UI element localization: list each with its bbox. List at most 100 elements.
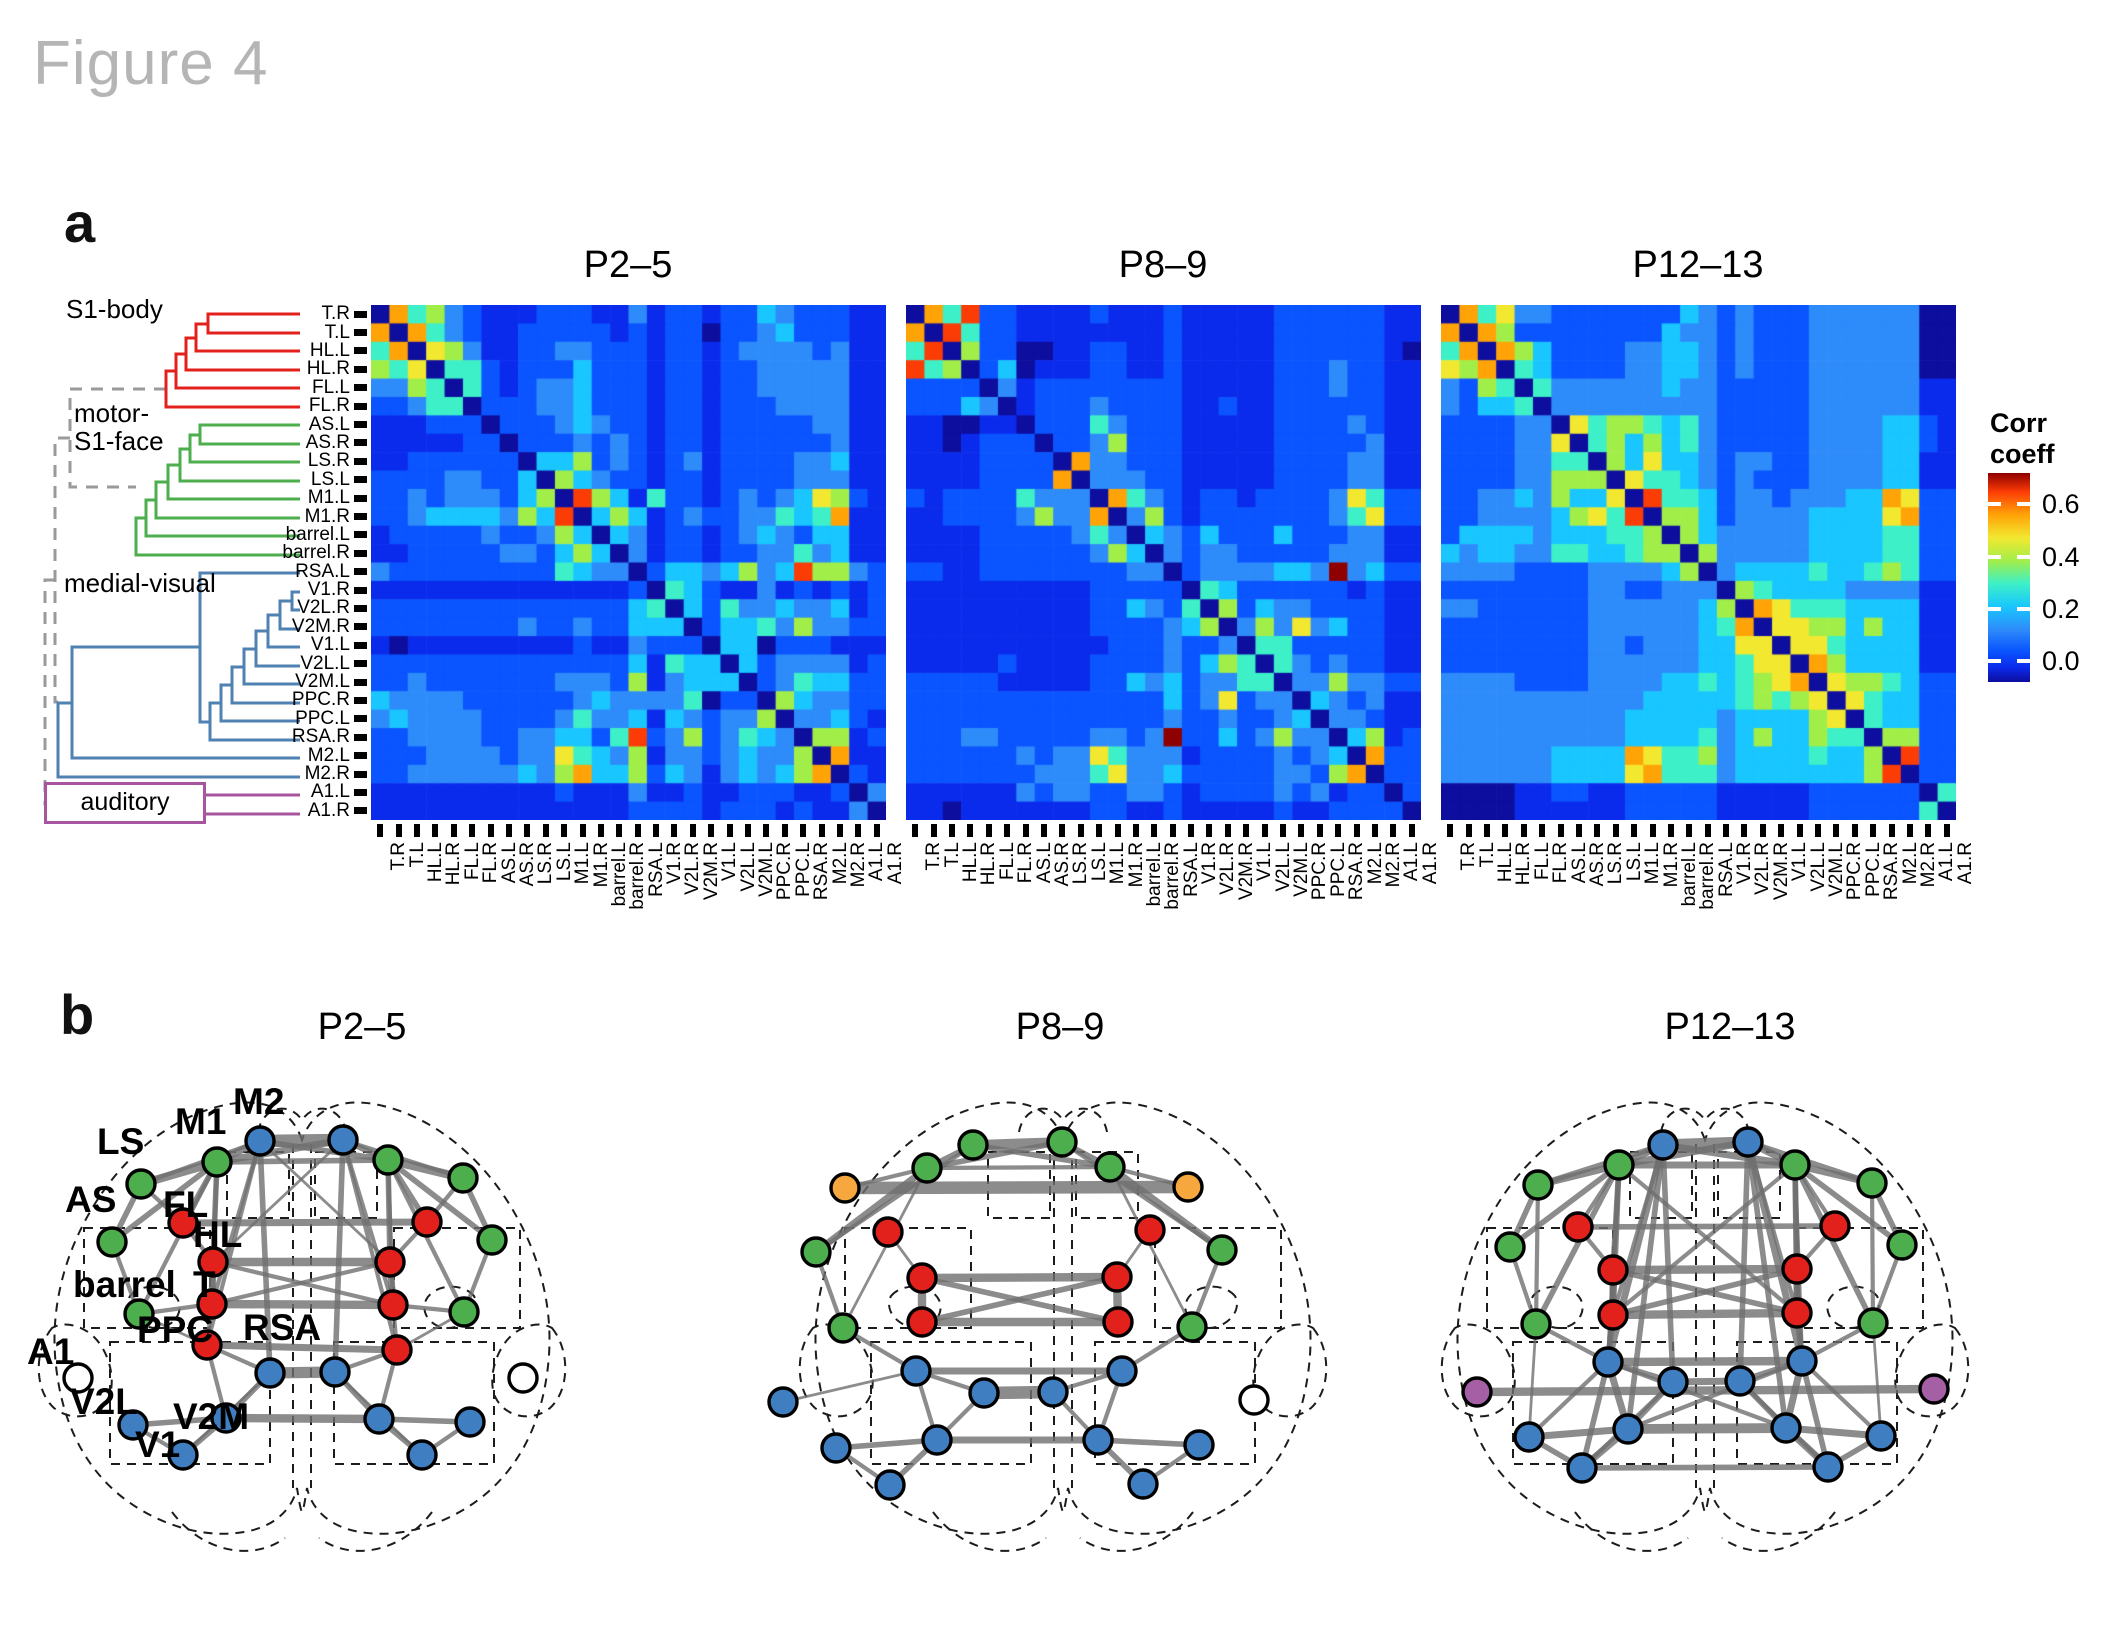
row-label-LS.L: LS.L [310,468,350,490]
col-tick [377,824,384,837]
edge-PPC.L-PPC.R [203,1341,401,1354]
col-label-HL.R: HL.R [1513,842,1535,886]
node-RSA.R [1724,1365,1756,1397]
node-FL.L [872,1216,904,1248]
row-label-M1.R: M1.R [304,505,350,527]
edge-M2.R-HL.L [211,1138,345,1264]
node-barrel.R [1176,1311,1208,1343]
edge-barrel.L-LS.L [1533,1182,1541,1327]
col-label-LS.L: LS.L [1088,842,1110,882]
col-label-V2L.L: V2L.L [1807,842,1829,892]
edge-M1.R-M2.L [970,1142,1113,1170]
row-label-PPC.L: PPC.L [295,707,350,729]
edge-V2L.L-V2M.L [833,1437,940,1451]
heatmap-p8-9 [906,305,1421,820]
col-label-barrel.R: barrel.R [1697,842,1719,910]
node-V2M.R [1082,1424,1114,1456]
node-FL.R [411,1206,443,1238]
col-tick [1316,824,1323,837]
edge-A1.L-A1.R [1472,1384,1939,1397]
node-HL.L [906,1262,938,1294]
edge-LS.L-M2.L [1535,1142,1666,1188]
col-tick [1004,824,1011,837]
col-tick [1483,824,1490,837]
col-label-V2L.L: V2L.L [737,842,759,892]
cluster-label-auditory: auditory [44,782,206,824]
col-tick [818,824,825,837]
col-tick [1557,824,1564,837]
col-tick [837,824,844,837]
node-RSA.L [1657,1366,1689,1398]
col-tick [469,824,476,837]
col-tick [1741,824,1748,837]
edge-M1.R-M2.L [257,1138,391,1163]
node-V2L.L [117,1409,149,1441]
edge-PPC.L-V2M.R [1605,1359,1789,1431]
node-V1.R [1127,1468,1159,1500]
row-tick [354,439,367,447]
network-nodes [62,1124,539,1471]
edge-barrel.R-V2L.R [1871,1321,1883,1438]
edge-M1.L-M1.R [924,1164,1113,1171]
edge-M2.R-RSA.R [332,1137,346,1375]
row-tick [354,347,367,355]
colorbar-tick-mark [2017,659,2030,664]
col-label-FL.R: FL.R [1015,842,1037,884]
edge-M1.L-M2.R [1615,1138,1752,1169]
node-A1.L [1461,1376,1493,1408]
node-A1.L [62,1362,94,1394]
edge-M1.L-T.L [209,1159,220,1307]
row-label-V2M.R: V2M.R [291,615,350,637]
node-FL.L [167,1207,199,1239]
col-label-PPC.R: PPC.R [1309,842,1331,901]
edge-V2M.L-V2M.R [1623,1423,1791,1434]
col-tick [561,824,568,837]
row-tick [354,715,367,723]
edge-V2L.R-V2M.R [1095,1437,1202,1448]
col-label-LS.L: LS.L [553,842,575,882]
node-PPC.L [900,1355,932,1387]
node-T.L [196,1288,228,1320]
edge-AS.L-M1.L [1507,1162,1622,1250]
col-label-A1.R: A1.R [1954,842,1976,885]
col-label-M2.L: M2.L [1899,842,1921,885]
row-label-HL.R: HL.R [306,358,350,380]
col-tick [763,824,770,837]
col-label-AS.L: AS.L [1568,842,1590,884]
edge-M1.L-M1.R [214,1157,391,1165]
col-tick [1188,824,1195,837]
col-label-T.L: T.L [941,842,963,868]
node-A1.L [767,1386,799,1418]
col-tick [1114,824,1121,837]
col-tick [450,824,457,837]
col-tick [745,824,752,837]
col-tick [800,824,807,837]
col-tick [487,824,494,837]
col-tick [616,824,623,837]
node-M1.L [201,1146,233,1178]
edge-V1.L-V1.R [1579,1464,1831,1471]
col-label-A1.R: A1.R [1419,842,1441,885]
col-tick [1040,824,1047,837]
edge-AS.R-M2.R [1059,1139,1225,1253]
row-label-M1.L: M1.L [307,487,350,509]
row-tick [354,641,367,649]
region-label-V1: V1 [135,1424,180,1465]
col-label-A1.L: A1.L [1936,842,1958,882]
colorbar-title-line1: Corr [1990,408,2048,438]
colorbar [1988,473,2030,682]
col-tick [1059,824,1066,837]
row-label-FL.R: FL.R [308,395,350,417]
node-barrel.L [827,1312,859,1344]
row-tick [354,770,367,778]
col-tick [1224,824,1231,837]
edge-PPC.R-V2M.L [1625,1358,1805,1432]
node-RSA.R [1037,1376,1069,1408]
row-tick [354,421,367,429]
row-tick [354,549,367,557]
col-tick [395,824,402,837]
heatmap-title-p12-13: P12–13 [1632,244,1764,286]
col-label-T.L: T.L [406,842,428,868]
col-tick [873,824,880,837]
colorbar-tick-label-0.4: 0.4 [2042,541,2080,572]
